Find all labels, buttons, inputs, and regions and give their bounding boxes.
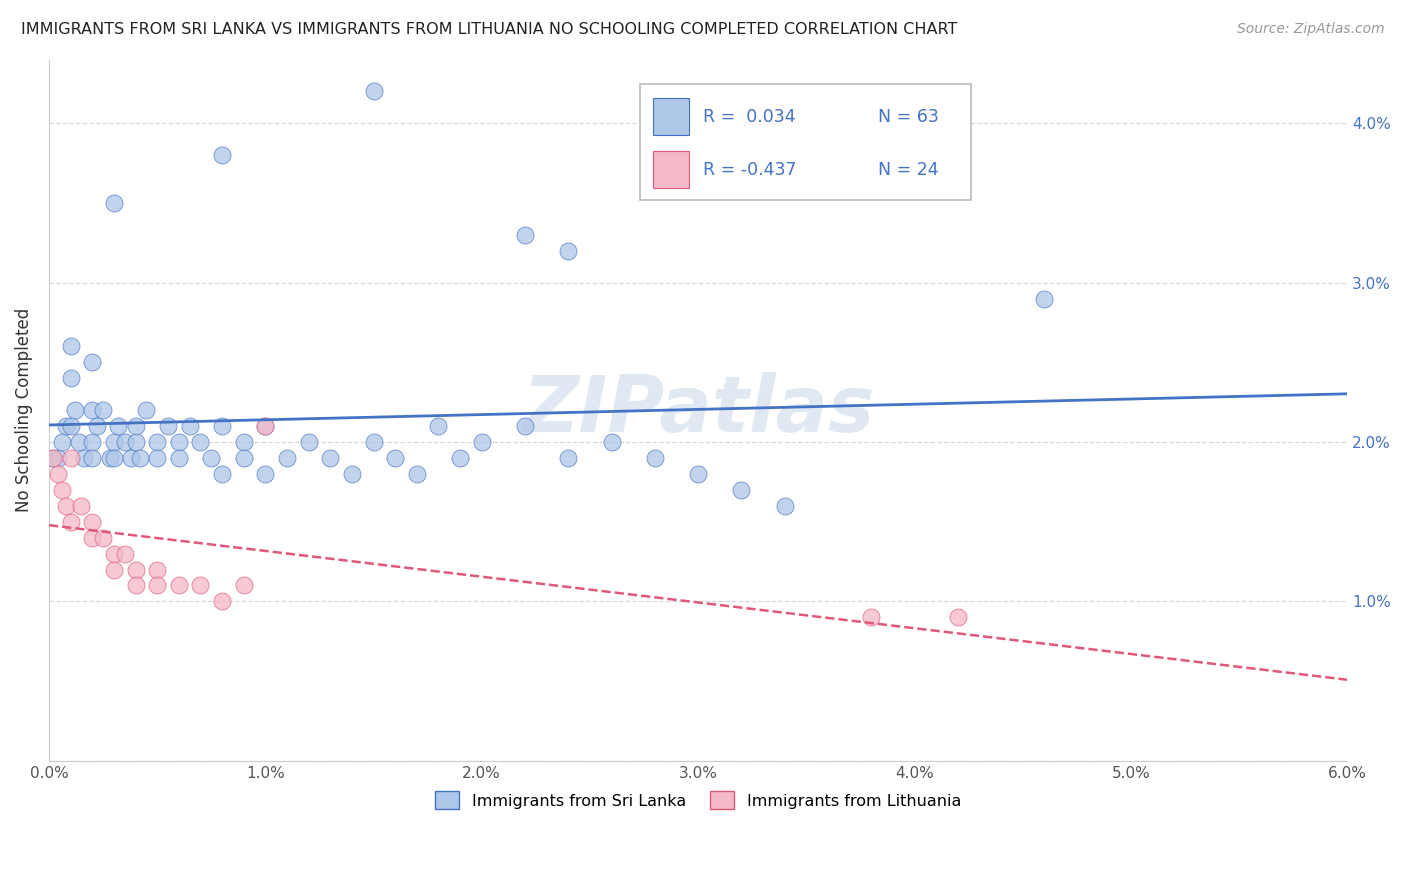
Point <box>67 435 90 450</box>
Point <box>644 450 666 465</box>
Point <box>211 148 233 162</box>
Point <box>82 355 104 369</box>
Point <box>146 562 169 576</box>
Point <box>156 419 179 434</box>
Point <box>860 610 883 624</box>
Point <box>167 578 190 592</box>
Point <box>167 450 190 465</box>
Point <box>55 499 77 513</box>
Point <box>363 435 385 450</box>
Point <box>103 450 125 465</box>
Point <box>82 515 104 529</box>
Point <box>63 403 86 417</box>
Point <box>146 578 169 592</box>
Y-axis label: No Schooling Completed: No Schooling Completed <box>15 308 32 512</box>
Point <box>254 467 277 481</box>
Point <box>211 467 233 481</box>
Point <box>59 339 82 353</box>
Point <box>59 515 82 529</box>
Point <box>55 419 77 434</box>
Point <box>773 499 796 513</box>
Point <box>449 450 471 465</box>
Point <box>427 419 450 434</box>
Point <box>124 562 146 576</box>
Point <box>70 499 93 513</box>
Point <box>42 450 65 465</box>
Text: Source: ZipAtlas.com: Source: ZipAtlas.com <box>1237 22 1385 37</box>
Point <box>72 450 94 465</box>
Point <box>114 547 136 561</box>
Point <box>103 435 125 450</box>
Point <box>59 450 82 465</box>
Point <box>124 435 146 450</box>
Point <box>114 435 136 450</box>
Point <box>107 419 129 434</box>
Point <box>91 403 114 417</box>
Point <box>98 450 121 465</box>
Point <box>167 435 190 450</box>
Point <box>82 435 104 450</box>
Point <box>254 419 277 434</box>
Point <box>232 435 254 450</box>
Point <box>211 419 233 434</box>
Point <box>200 450 222 465</box>
Point <box>82 403 104 417</box>
Point <box>363 85 385 99</box>
Point <box>384 450 406 465</box>
Point <box>128 450 150 465</box>
Point <box>51 483 73 497</box>
Point <box>190 578 212 592</box>
Point <box>1033 292 1056 306</box>
Point <box>298 435 321 450</box>
Point <box>405 467 427 481</box>
Text: IMMIGRANTS FROM SRI LANKA VS IMMIGRANTS FROM LITHUANIA NO SCHOOLING COMPLETED CO: IMMIGRANTS FROM SRI LANKA VS IMMIGRANTS … <box>21 22 957 37</box>
Point <box>232 578 254 592</box>
Point <box>254 419 277 434</box>
Point <box>319 450 342 465</box>
Point <box>513 227 536 242</box>
Point <box>211 594 233 608</box>
Point <box>190 435 212 450</box>
Point <box>46 467 69 481</box>
Point <box>340 467 363 481</box>
Legend: Immigrants from Sri Lanka, Immigrants from Lithuania: Immigrants from Sri Lanka, Immigrants fr… <box>429 785 967 816</box>
Point <box>59 419 82 434</box>
Point <box>59 371 82 385</box>
Point <box>82 531 104 545</box>
Point <box>179 419 201 434</box>
Point <box>513 419 536 434</box>
Point <box>103 562 125 576</box>
Point <box>557 244 579 258</box>
Point <box>276 450 298 465</box>
Point <box>135 403 157 417</box>
Point <box>124 419 146 434</box>
Point <box>730 483 752 497</box>
Point <box>86 419 108 434</box>
Point <box>688 467 710 481</box>
Text: ZIPatlas: ZIPatlas <box>522 372 875 448</box>
Point <box>232 450 254 465</box>
Point <box>82 450 104 465</box>
Point <box>103 196 125 211</box>
Point <box>51 435 73 450</box>
Point <box>91 531 114 545</box>
Point <box>124 578 146 592</box>
Point <box>103 547 125 561</box>
Point <box>946 610 969 624</box>
Point <box>146 435 169 450</box>
Point <box>471 435 494 450</box>
Point <box>46 450 69 465</box>
Point <box>120 450 142 465</box>
Point <box>557 450 579 465</box>
Point <box>146 450 169 465</box>
Point <box>42 450 65 465</box>
Point <box>600 435 623 450</box>
